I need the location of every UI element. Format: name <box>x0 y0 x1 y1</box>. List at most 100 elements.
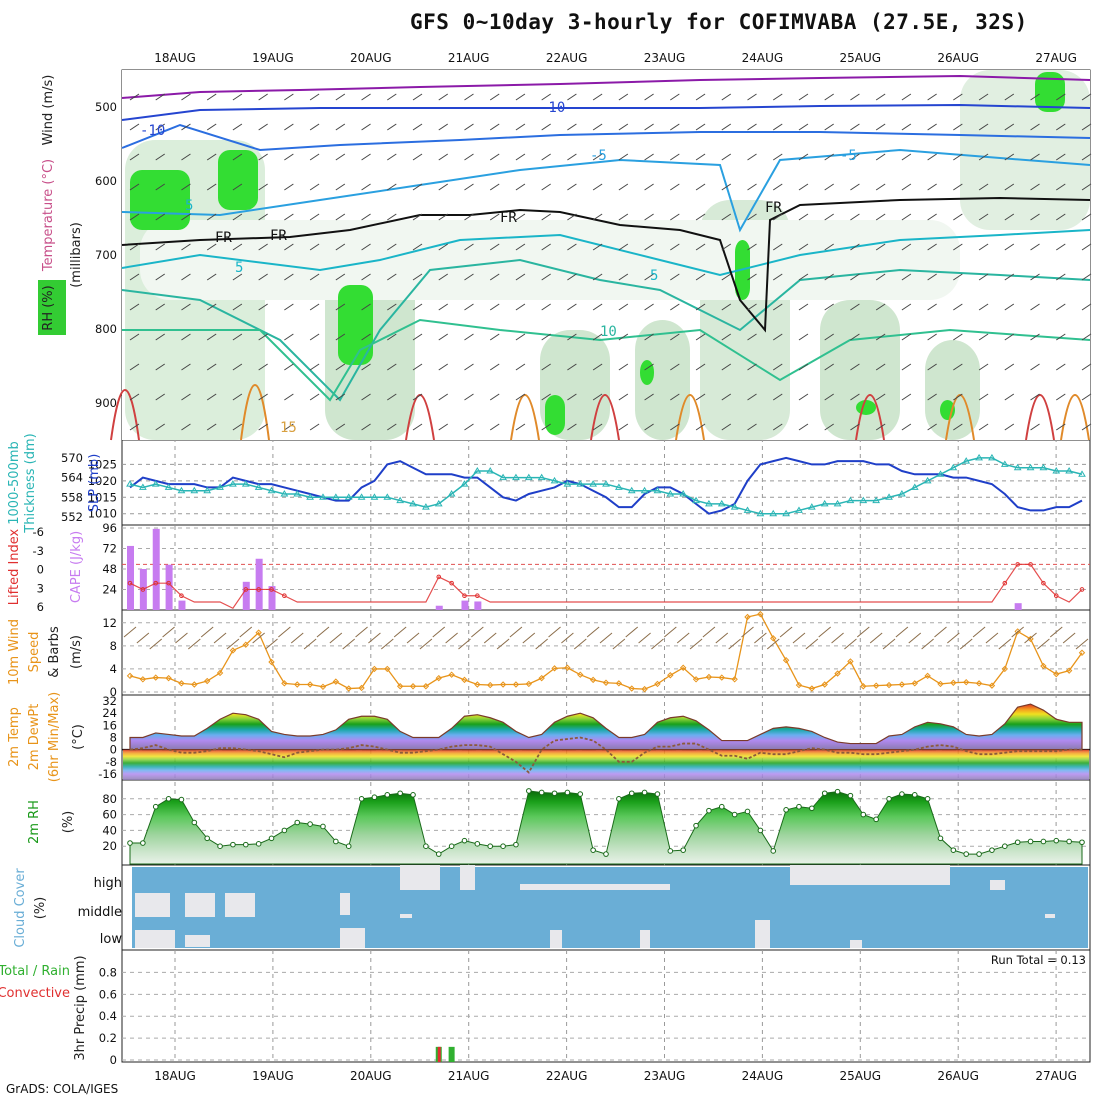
rh-wash-6 <box>925 340 980 440</box>
lifted-index-point <box>282 593 287 599</box>
cloud-gap-16 <box>850 940 862 948</box>
cape-bar <box>165 564 173 610</box>
precip-tick-0: 0 <box>110 1053 117 1067</box>
pressure-tick-2: 700 <box>95 248 117 262</box>
upper-air-barb <box>747 363 757 371</box>
wind-speed-point <box>319 683 327 691</box>
upper-air-barb <box>721 393 732 401</box>
wind-speed-point <box>885 681 893 689</box>
rh2m-point <box>423 843 429 850</box>
upper-air-barb <box>695 423 706 431</box>
date-label-bottom-8: 26AUG <box>937 1069 979 1083</box>
lifted-index-point <box>140 587 146 592</box>
upper-air-barb <box>670 183 680 191</box>
upper-air-barb <box>155 393 166 401</box>
upper-air-barb <box>155 243 166 251</box>
upper-air-barb <box>618 123 629 131</box>
wind10-unit: (m/s) <box>69 635 84 669</box>
wind-speed-point <box>847 658 854 665</box>
upper-air-barb <box>875 273 886 281</box>
upper-air-barb <box>618 423 629 431</box>
temp-tick-1: -8 <box>106 755 117 769</box>
thickness-point <box>537 473 546 481</box>
upper-air-barb <box>901 333 912 341</box>
wind-speed-point <box>860 683 867 690</box>
lifted-index-point <box>1015 562 1020 567</box>
rh2m-point <box>616 796 622 802</box>
upper-air-barb <box>850 423 860 431</box>
upper-air-barb <box>387 243 397 251</box>
thickness-point <box>383 493 392 500</box>
upper-air-barb <box>1055 123 1066 131</box>
upper-air-barb <box>953 183 963 191</box>
upper-air-barb <box>541 243 551 251</box>
wind-barb <box>548 626 561 638</box>
wind-speed-point <box>615 680 623 687</box>
upper-air-barb <box>1004 363 1015 371</box>
wind-barb <box>458 638 471 650</box>
upper-air-barb <box>798 153 809 161</box>
upper-air-barb <box>129 423 140 431</box>
wind-barb <box>175 632 188 644</box>
lifted-index-point <box>1002 580 1008 586</box>
thickness-point <box>177 486 186 494</box>
wind-speed-point <box>950 679 957 686</box>
upper-air-barb <box>1030 153 1040 161</box>
upper-air-barb <box>206 183 217 191</box>
wind-barb <box>689 638 703 650</box>
upper-air-barb <box>361 303 371 311</box>
wind-barb <box>869 632 883 644</box>
upper-air-barb <box>1081 93 1092 101</box>
upper-air-barb <box>747 393 757 401</box>
cape-bar <box>474 601 482 610</box>
upper-air-barb <box>181 423 191 431</box>
upper-air-barb <box>695 93 706 101</box>
temp-contour-4 <box>121 229 1091 277</box>
upper-air-barb <box>592 393 603 401</box>
date-label-bottom-5: 23AUG <box>644 1069 686 1083</box>
upper-air-barb <box>489 243 500 251</box>
upper-air-barb <box>901 423 912 431</box>
wind-barb <box>432 626 446 638</box>
upper-air-barb <box>772 183 783 191</box>
rh2m-point <box>1053 837 1060 844</box>
rh-tick-2: 60 <box>102 808 117 822</box>
upper-air-barb <box>335 153 346 161</box>
wind-speed-point <box>306 681 314 688</box>
upper-air-barb <box>464 93 474 101</box>
wind-speed-point <box>782 657 790 664</box>
upper-air-barb <box>412 123 423 131</box>
upper-air-barb <box>978 333 989 341</box>
upper-air-barb <box>335 183 346 191</box>
upper-air-barb <box>772 303 783 311</box>
wind-barb <box>123 626 137 638</box>
upper-air-barb <box>1081 303 1092 311</box>
upper-air-barb <box>798 213 809 221</box>
thickness-point <box>524 473 533 481</box>
upper-air-barb <box>772 153 783 161</box>
rh2m-point <box>937 835 944 842</box>
upper-air-barb <box>747 333 757 341</box>
thickness-point <box>859 496 868 504</box>
upper-air-barb <box>850 123 860 131</box>
rh2m-point <box>474 841 481 847</box>
upper-air-barb <box>155 303 166 311</box>
upper-air-barb <box>464 243 474 251</box>
wind-speed-point <box>461 676 468 684</box>
thickness-point <box>563 480 572 487</box>
thickness-point <box>756 509 765 517</box>
upper-air-barb <box>387 153 397 161</box>
wind-speed-point <box>1078 649 1086 656</box>
wind-speed-point <box>834 670 841 677</box>
upper-air-barb <box>181 183 191 191</box>
upper-air-barb <box>541 423 551 431</box>
upper-air-barb <box>978 243 989 251</box>
wind-speed-point <box>268 658 275 666</box>
contour-label-12: FR <box>215 230 232 246</box>
upper-air-barb <box>721 363 732 371</box>
upper-air-barb <box>155 363 166 371</box>
rh-high-blob-3 <box>545 395 565 435</box>
cape-bar <box>255 558 263 610</box>
chart-title: GFS 0~10day 3-hourly for COFIMVABA (27.5… <box>410 10 1028 34</box>
cloud-gap-7 <box>225 893 255 917</box>
